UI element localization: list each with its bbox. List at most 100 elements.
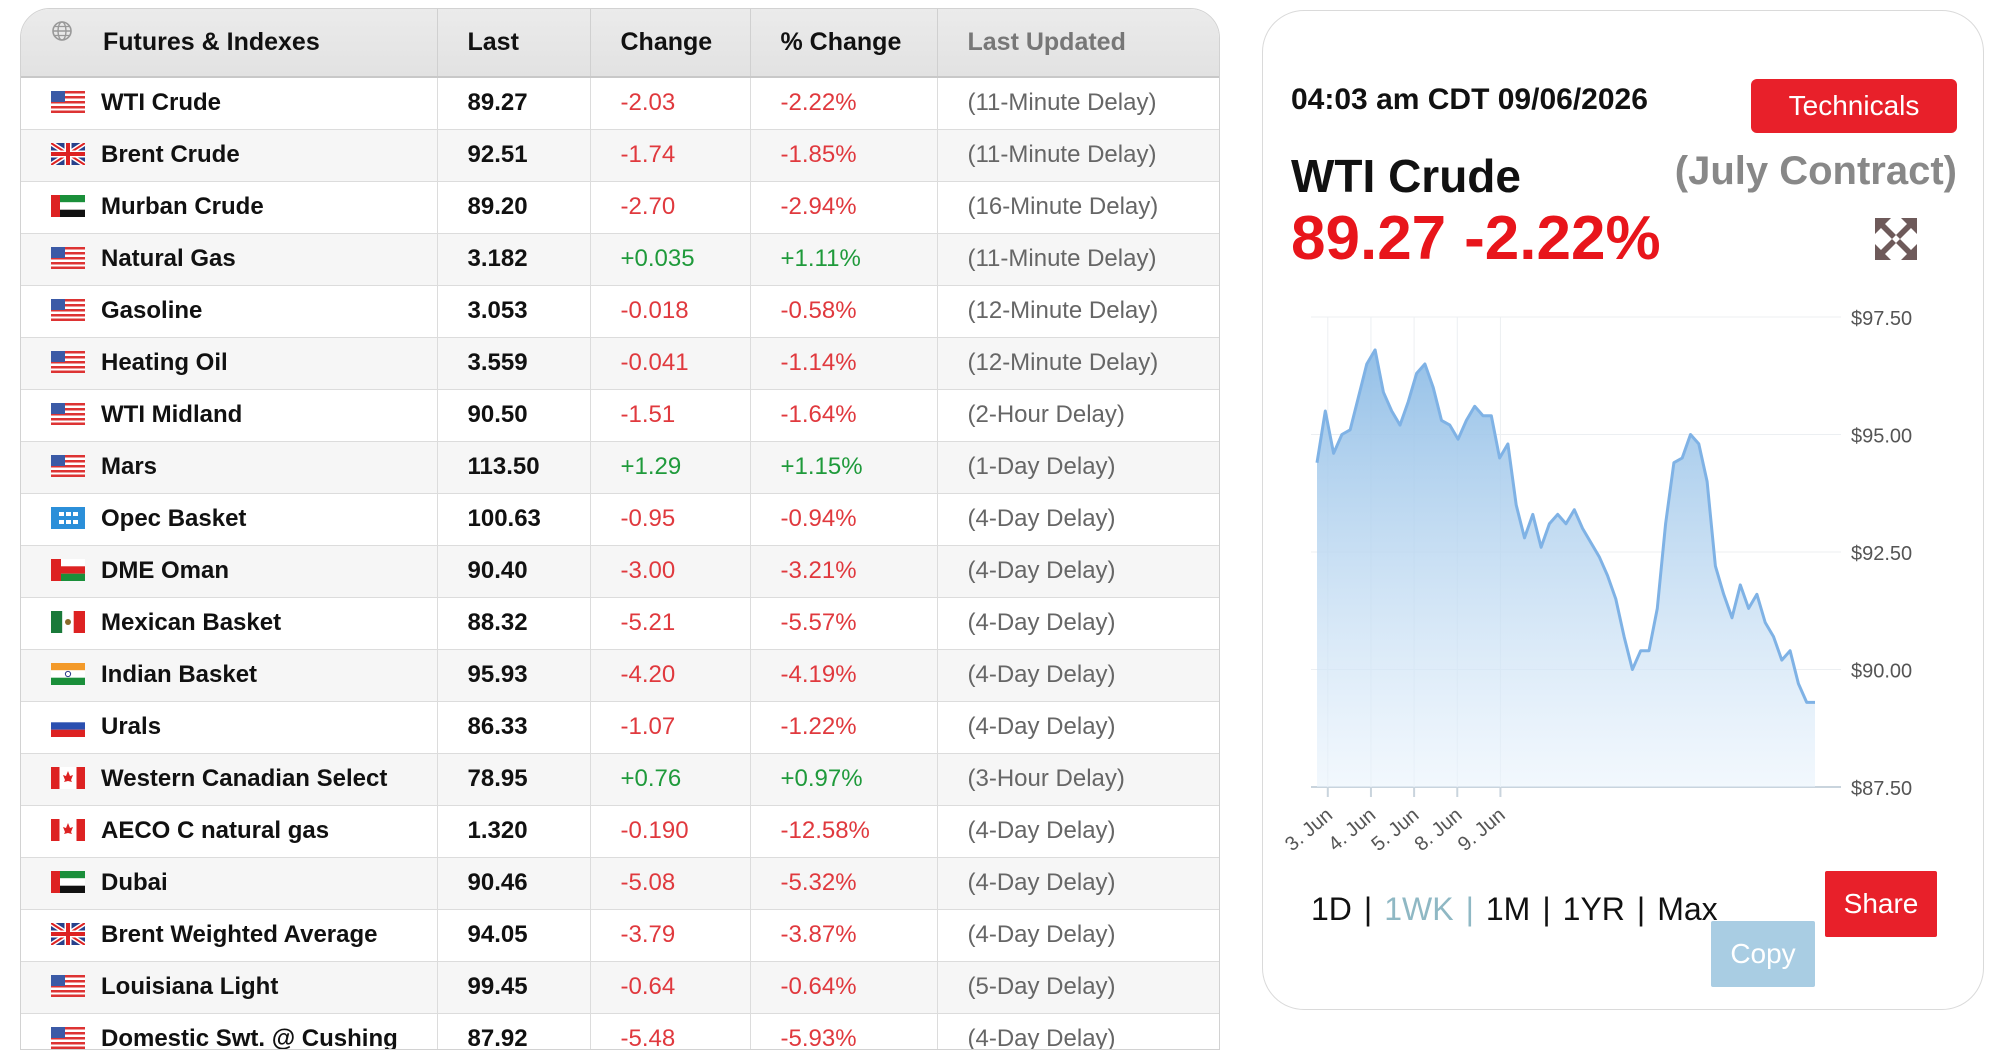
header-futures[interactable]: Futures & Indexes [21,9,438,78]
last-price-cell: 94.05 [437,909,591,962]
instrument-cell[interactable]: Heating Oil [21,337,438,390]
table-row[interactable]: Natural Gas 3.182 +0.035 +1.11% (11-Minute D… [21,233,1219,286]
table-row[interactable]: Western Canadian Select 78.95 +0.76 +0.97%(… [21,753,1219,806]
change-cell: -4.20 [590,649,751,702]
table-row[interactable]: Brent Crude 92.51 -1.74 -1.85% (11-Minute De… [21,129,1219,182]
table-row[interactable]: Indian Basket 95.93 -4.20 -4.19% (4-Day Dela… [21,649,1219,702]
uk-flag-icon [49,920,87,947]
pct-change-cell: -5.57% [750,597,938,650]
mx-flag-icon [51,610,85,633]
last-price-cell: 90.46 [437,857,591,910]
instrument-name-label: DME Oman [101,557,230,584]
last-updated-cell: (4-Day Delay) [937,857,1219,910]
us-flag-icon [51,402,85,425]
change-cell: -0.190 [590,805,751,858]
table-row[interactable]: Murban Crude 89.20 -2.70 -2.94% (16-Minute D… [21,181,1219,234]
table-row[interactable]: Brent Weighted Average 94.05 -3.79 -3.87% (4… [21,909,1219,962]
us-flag-icon [51,974,85,997]
instrument-cell[interactable]: Gasoline [21,285,438,338]
table-row[interactable]: Mars 113.50 +1.29 +1.15% (1-Day Delay) [21,441,1219,494]
pct-change-cell: +0.97% [750,753,938,806]
instrument-cell[interactable]: Domestic Swt. @ Cushing [21,1013,438,1049]
pct-change-cell: -1.14% [750,337,938,390]
instrument-cell[interactable]: Brent Weighted Average [21,909,438,962]
change-cell: -0.041 [590,337,751,390]
instrument-name: WTI Crude [1291,150,1521,202]
last-updated-cell: (1-Day Delay) [937,441,1219,494]
table-row[interactable]: Urals 86.33 -1.07 -1.22% (4-Day Delay) [21,701,1219,754]
instrument-cell[interactable]: Louisiana Light [21,961,438,1014]
last-updated-cell: (11-Minute Delay) [937,129,1219,182]
globe-icon [51,20,81,49]
ru-flag-icon [51,714,85,737]
change-cell: -2.03 [590,77,751,130]
pct-change-cell: -2.94% [750,181,938,234]
range-1m[interactable]: 1M [1485,891,1531,927]
last-updated-cell: (4-Day Delay) [937,597,1219,650]
us-flag-icon [51,1026,85,1049]
table-row[interactable]: Domestic Swt. @ Cushing 87.92 -5.48 -5.93%(… [21,1013,1219,1049]
range-1wk[interactable]: 1WK [1384,891,1454,927]
last-updated-cell: (11-Minute Delay) [937,233,1219,286]
range-1d[interactable]: 1D [1311,891,1352,927]
last-updated-cell: (11-Minute Delay) [937,77,1219,130]
uk-flag-icon [49,140,87,167]
table-row[interactable]: WTI Crude 89.27 -2.03 -2.22% (11-Minute Dela… [21,77,1219,130]
table-row[interactable]: DME Oman 90.40 -3.00 -3.21% (4-Day Delay) [21,545,1219,598]
instrument-cell[interactable]: Natural Gas [21,233,438,286]
instrument-cell[interactable]: Murban Crude [21,181,438,234]
y-tick-label: $95.00 [1851,426,1912,448]
header-change[interactable]: Change [590,9,751,78]
instrument-cell[interactable]: WTI Midland [21,389,438,442]
instrument-cell[interactable]: Brent Crude [21,129,438,182]
table-row[interactable]: Dubai 90.46 -5.08 -5.32% (4-Day Delay) [21,857,1219,910]
last-price-cell: 3.559 [437,337,591,390]
pct-change-cell: -2.22% [750,77,938,130]
instrument-cell[interactable]: Indian Basket [21,649,438,702]
table-row[interactable]: WTI Midland 90.50 -1.51 -1.64% (2-Hour Delay… [21,389,1219,442]
instrument-cell[interactable]: Western Canadian Select [21,753,438,806]
table-body: WTI Crude 89.27 -2.03 -2.22% (11-Minute Dela… [21,77,1219,1049]
instrument-cell[interactable]: Mars [21,441,438,494]
change-cell: -1.74 [590,129,751,182]
range-max[interactable]: Max [1657,891,1718,927]
instrument-cell[interactable]: AECO C natural gas [21,805,438,858]
change-cell: -0.018 [590,285,751,338]
table-row[interactable]: AECO C natural gas 1.320 -0.190 -12.58% (4-D… [21,805,1219,858]
price-area-fill [1317,349,1815,787]
futures-table-panel: Futures & Indexes Last Change % Change L… [20,8,1220,1050]
table-row[interactable]: Louisiana Light 99.45 -0.64 -0.64% (5-Day De… [21,961,1219,1014]
pct-change-cell: +1.15% [750,441,938,494]
table-row[interactable]: Mexican Basket 88.32 -5.21 -5.57% (4-Day Del… [21,597,1219,650]
range-1yr[interactable]: 1YR [1562,891,1625,927]
instrument-name-label: Mexican Basket [101,609,282,636]
instrument-cell[interactable]: Dubai [21,857,438,910]
change-cell: +0.035 [590,233,751,286]
price-series-line[interactable] [1315,348,1815,704]
header-pct-change[interactable]: % Change [750,9,938,78]
last-price-cell: 3.053 [437,285,591,338]
instrument-cell[interactable]: WTI Crude [21,77,438,130]
technicals-button[interactable]: Technicals [1751,79,1957,133]
last-price-cell: 90.50 [437,389,591,442]
copy-button[interactable]: Copy [1711,921,1815,987]
table-row[interactable]: Gasoline 3.053 -0.018 -0.58% (12-Minute Dela… [21,285,1219,338]
instrument-cell[interactable]: Mexican Basket [21,597,438,650]
range-separator: | [1465,891,1474,927]
share-button[interactable]: Share [1825,871,1937,937]
change-cell: -5.21 [590,597,751,650]
table-row[interactable]: Heating Oil 3.559 -0.041 -1.14% (12-Minute D… [21,337,1219,390]
header-last-updated[interactable]: Last Updated [937,9,1219,78]
instrument-cell[interactable]: Urals [21,701,438,754]
pct-change-cell: -0.58% [750,285,938,338]
last-updated-cell: (4-Day Delay) [937,545,1219,598]
instrument-cell[interactable]: DME Oman [21,545,438,598]
change-cell: -3.79 [590,909,751,962]
instrument-cell[interactable]: Opec Basket [21,493,438,546]
instrument-name-label: WTI Midland [101,401,243,428]
last-updated-cell: (4-Day Delay) [937,805,1219,858]
expand-icon[interactable] [1873,216,1919,262]
header-last[interactable]: Last [437,9,591,78]
table-row[interactable]: Opec Basket 100.63 -0.95 -0.94% (4-Day Delay… [21,493,1219,546]
